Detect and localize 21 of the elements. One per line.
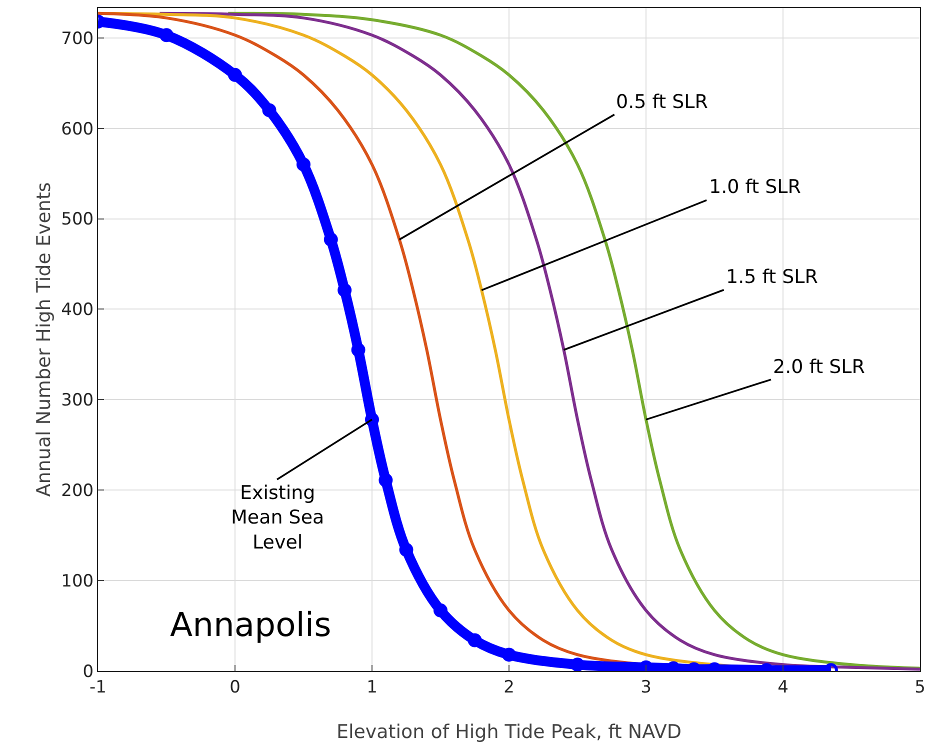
x-tick-label: 4 <box>778 677 788 698</box>
y-tick-label: 700 <box>61 28 94 49</box>
annotation: 1.0 ft SLR <box>709 176 801 198</box>
annotation: Annapolis <box>170 605 332 644</box>
y-tick-label: 200 <box>61 481 94 502</box>
annotation: 0.5 ft SLR <box>616 91 708 113</box>
y-tick-label: 500 <box>61 210 94 230</box>
y-tick-label: 300 <box>61 390 94 411</box>
x-tick-label: 5 <box>914 677 926 698</box>
y-axis-title: Annual Number High Tide Events <box>33 182 55 497</box>
x-tick-label: 3 <box>640 677 652 698</box>
x-tick-label: 2 <box>504 677 514 698</box>
x-axis-title: Elevation of High Tide Peak, ft NAVD <box>336 721 682 743</box>
x-tick-label: 1 <box>366 677 378 698</box>
x-tick-label: 0 <box>230 677 240 698</box>
y-tick-label: 400 <box>61 300 94 320</box>
annotation: 1.5 ft SLR <box>726 266 818 288</box>
annotation: 2.0 ft SLR <box>773 356 865 378</box>
y-tick-label: 600 <box>61 119 94 140</box>
y-tick-label: 100 <box>61 572 94 592</box>
annotation: Existing Mean Sea Level <box>231 482 324 554</box>
